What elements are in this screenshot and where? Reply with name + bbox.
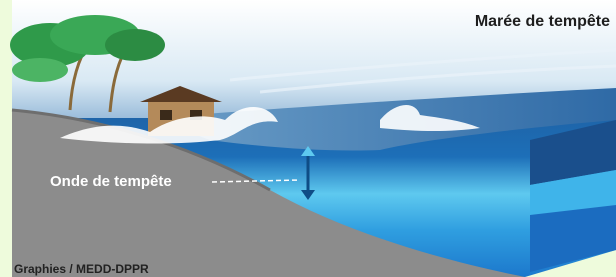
credit: Graphies / MEDD-DPPR [14,262,149,276]
illustration: Onde de tempête Marée de tempête Graphie… [0,0,616,277]
surge-label: Onde de tempête [50,173,172,190]
title: Marée de tempête [475,13,610,30]
